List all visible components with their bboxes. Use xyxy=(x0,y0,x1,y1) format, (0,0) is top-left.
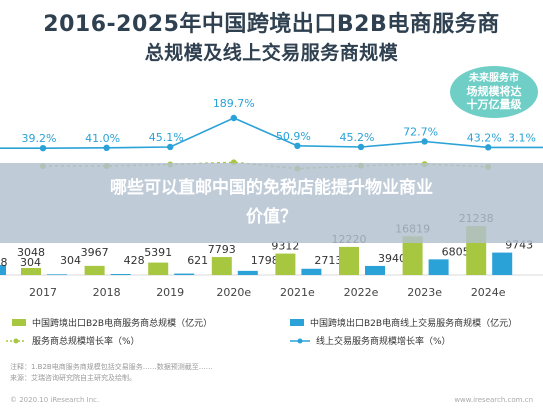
bar-total-label-2019: 5391 xyxy=(144,246,172,259)
bar-online-2024e xyxy=(492,252,513,275)
bar-online-2020e xyxy=(237,270,258,275)
bar-total-2017 xyxy=(21,267,41,275)
bar-online-2018 xyxy=(110,274,131,275)
x-tick-2018: 2018 xyxy=(93,286,121,299)
point-online-growth-2021e xyxy=(294,142,301,150)
overlay-line-1: 哪些可以直邮中国的免税店能提升物业商业 xyxy=(110,178,433,198)
legend-swatch-online-growth xyxy=(290,338,310,343)
callout-line-3: 十万亿量级 xyxy=(466,98,522,111)
bar-total-label-2020e: 7793 xyxy=(208,243,236,256)
x-tick-2017: 2017 xyxy=(29,286,57,299)
legend-label-online-growth: 线上交易服务商规模增长率（%） xyxy=(316,337,451,347)
bar-online-label-2021e: 2713 xyxy=(314,254,342,267)
label-online-growth-2019: 45.1% xyxy=(149,131,184,144)
bar-online-partial-label: 304 xyxy=(20,256,41,269)
chart-title: 2016-2025年中国跨境出口B2B电商服务商 xyxy=(43,12,500,37)
label-online-growth-2023e: 72.7% xyxy=(403,125,438,138)
label-online-growth-2022e: 45.2% xyxy=(340,131,375,144)
bar-total-2021e xyxy=(275,253,296,275)
bar-online-2022e xyxy=(365,265,385,275)
callout-line-1: 未来服务市 xyxy=(469,73,519,84)
point-online-growth-2018 xyxy=(103,144,110,151)
article-title-overlay[interactable]: 哪些可以直邮中国的免税店能提升物业商业 价值？ xyxy=(0,163,543,243)
bar-online-label-2019: 621 xyxy=(187,254,208,267)
point-online-growth-2022e xyxy=(357,143,365,151)
brand-right: www.iresearch.com.cn xyxy=(454,396,533,404)
legend-swatch-total-growth xyxy=(6,338,26,343)
line-online-growth xyxy=(0,117,543,149)
bar-total-label-2018: 3967 xyxy=(81,246,109,259)
x-tick-2022e: 2022e xyxy=(344,286,379,299)
point-online-growth-2020e xyxy=(230,114,237,122)
label-online-growth-2018: 41.0% xyxy=(85,132,120,145)
bar-online-label-2018: 428 xyxy=(124,254,145,267)
brand-left: © 2020.10 iResearch Inc. xyxy=(10,396,100,404)
legend-online-bar: 中国跨境出口B2B电商线上交易服务商规模（亿元） xyxy=(290,316,517,329)
legend-label-online: 中国跨境出口B2B电商线上交易服务商规模（亿元） xyxy=(310,319,518,329)
label-online-growth-2017: 39.2% xyxy=(22,132,57,145)
legend-label-total-growth: 服务商总规模增长率（%） xyxy=(32,337,140,347)
point-online-growth-2023e xyxy=(421,138,428,145)
point-online-growth-2019 xyxy=(167,143,174,151)
point-online-growth-2017 xyxy=(39,144,47,152)
bar-total-2019 xyxy=(148,262,169,275)
footnote-line-1: 注释：1.B2B电商服务商规模包括交易服务……数据预测截至…… xyxy=(10,363,213,371)
legend-label-total: 中国跨境出口B2B电商服务商总规模（亿元） xyxy=(32,319,213,329)
bar-total-label-2017: 3048 xyxy=(17,246,45,259)
legend-total-bar: 中国跨境出口B2B电商服务商总规模（亿元） xyxy=(12,316,212,329)
legend-swatch-total xyxy=(12,319,26,326)
label-online-growth-partial: 3.1% xyxy=(508,131,536,144)
callout-line-2: 场规模将达 xyxy=(466,85,522,98)
legend-online-growth: 线上交易服务商规模增长率（%） xyxy=(290,334,451,347)
bar-total-2022e xyxy=(339,246,359,275)
bar-online-2019 xyxy=(174,273,195,275)
bar-online-partial xyxy=(0,265,6,275)
legend-total-growth: 服务商总规模增长率（%） xyxy=(6,334,140,347)
x-tick-2020e: 2020e xyxy=(216,286,251,299)
forecast-callout: 未来服务市 场规模将达 十万亿量级 xyxy=(450,66,538,118)
bar-online-label-2017: 304 xyxy=(60,254,81,267)
bar-online-label-2023e: 6805 xyxy=(442,245,470,258)
label-online-growth-2020e: 189.7% xyxy=(213,97,255,110)
legend-swatch-online xyxy=(290,319,304,326)
bar-online-label-2020e: 1798 xyxy=(251,254,279,267)
bar-total-2020e xyxy=(211,257,232,275)
overlay-line-2: 价值？ xyxy=(246,207,297,227)
point-online-growth-2024e xyxy=(485,144,492,151)
bar-online-2017 xyxy=(47,274,67,275)
bar-total-partial-label: 8 xyxy=(1,256,8,269)
x-tick-2021e: 2021e xyxy=(280,286,315,299)
footnote-line-2: 来源：艾瑞咨询研究院自主研究及绘制。 xyxy=(10,374,136,382)
label-online-growth-2021e: 50.9% xyxy=(276,130,311,143)
x-tick-2023e: 2023e xyxy=(407,286,442,299)
x-tick-2019: 2019 xyxy=(156,286,184,299)
bar-total-2023e xyxy=(402,236,423,275)
chart-subtitle: 总规模及线上交易服务商规模 xyxy=(144,42,399,64)
bar-total-2018 xyxy=(84,265,105,275)
label-online-growth-2024e: 43.2% xyxy=(467,131,502,144)
bar-online-2023e xyxy=(428,259,449,275)
bar-online-2021e xyxy=(301,268,322,275)
x-tick-2024e: 2024e xyxy=(471,286,506,299)
bar-online-label-2022e: 3940 xyxy=(378,252,406,265)
